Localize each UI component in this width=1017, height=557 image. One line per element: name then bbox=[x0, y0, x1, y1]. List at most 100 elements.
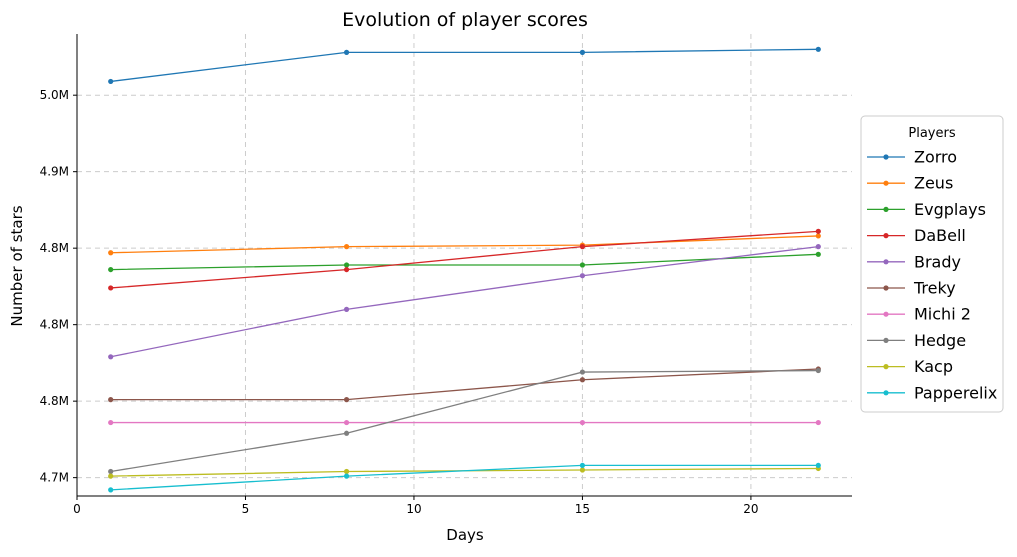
series-kacp bbox=[108, 465, 821, 479]
legend-marker bbox=[883, 390, 889, 396]
x-tick-label: 10 bbox=[406, 502, 421, 516]
x-tick-label: 20 bbox=[743, 502, 758, 516]
data-point bbox=[343, 266, 350, 273]
data-point bbox=[108, 354, 114, 360]
legend-marker bbox=[883, 180, 889, 186]
legend-marker bbox=[883, 364, 889, 370]
legend-label: Evgplays bbox=[914, 200, 986, 219]
x-tick-label: 0 bbox=[73, 502, 81, 516]
series-papperelix bbox=[108, 462, 821, 493]
data-point bbox=[579, 369, 586, 375]
series-line bbox=[110, 253, 819, 271]
series-evgplays bbox=[108, 251, 821, 273]
data-point bbox=[343, 468, 350, 475]
ticks: 0 5 10 15 20 4.7M 4.8M 4.8M 4.8M 4.9M 5.0M bbox=[40, 88, 759, 516]
y-tick-label: 4.8M bbox=[40, 394, 69, 408]
series-line bbox=[110, 464, 819, 491]
legend-marker bbox=[883, 337, 889, 343]
y-tick-label: 5.0M bbox=[40, 88, 69, 102]
y-tick-label: 4.8M bbox=[40, 318, 69, 332]
data-point bbox=[108, 487, 114, 493]
series-line bbox=[110, 48, 819, 83]
legend-marker bbox=[883, 311, 889, 317]
data-point bbox=[579, 49, 586, 55]
data-point bbox=[579, 462, 586, 469]
data-point bbox=[579, 419, 586, 426]
series-line bbox=[110, 369, 819, 473]
data-point bbox=[579, 377, 586, 383]
data-point bbox=[343, 49, 350, 55]
data-point bbox=[108, 250, 114, 256]
data-point bbox=[343, 262, 350, 268]
series-layer bbox=[108, 46, 821, 493]
data-point bbox=[108, 78, 114, 85]
series-michi-2 bbox=[108, 419, 821, 426]
data-point bbox=[815, 244, 821, 250]
y-tick-label: 4.8M bbox=[40, 241, 69, 255]
legend-item: Kacp bbox=[867, 357, 953, 376]
series-line bbox=[110, 467, 819, 477]
data-point bbox=[108, 419, 114, 426]
data-point bbox=[108, 266, 114, 273]
legend-item: Hedge bbox=[867, 331, 966, 350]
legend-item: Treky bbox=[867, 279, 956, 298]
x-tick-label: 5 bbox=[242, 502, 250, 516]
legend-label: DaBell bbox=[914, 226, 966, 245]
legend-item: Michi 2 bbox=[867, 305, 971, 324]
y-tick-label: 4.7M bbox=[40, 471, 69, 485]
data-point bbox=[579, 273, 586, 279]
legend-label: Zorro bbox=[914, 148, 957, 167]
legend-item: Papperelix bbox=[867, 383, 997, 402]
series-line bbox=[110, 245, 819, 358]
legend-label: Brady bbox=[914, 252, 961, 271]
axes bbox=[76, 34, 852, 497]
series-zorro bbox=[108, 46, 821, 85]
legend-marker bbox=[883, 285, 889, 291]
legend-label: Michi 2 bbox=[914, 305, 971, 324]
legend-label: Treky bbox=[913, 279, 956, 298]
y-axis-label: Number of stars bbox=[8, 205, 26, 326]
data-point bbox=[343, 397, 350, 403]
series-dabell bbox=[108, 228, 821, 291]
legend-label: Zeus bbox=[914, 174, 953, 193]
legend-item: DaBell bbox=[867, 226, 966, 245]
legend-marker bbox=[883, 154, 889, 160]
data-point bbox=[815, 228, 821, 234]
data-point bbox=[579, 262, 586, 268]
data-point bbox=[343, 419, 350, 426]
chart-title: Evolution of player scores bbox=[342, 9, 588, 31]
data-point bbox=[108, 473, 114, 479]
data-point bbox=[579, 244, 586, 250]
legend-marker bbox=[883, 259, 889, 265]
series-line bbox=[110, 368, 819, 401]
y-tick-label: 4.9M bbox=[40, 165, 69, 179]
data-point bbox=[343, 430, 350, 436]
legend-box bbox=[860, 115, 1004, 413]
legend-label: Hedge bbox=[914, 331, 966, 350]
data-point bbox=[815, 251, 821, 257]
legend-item: Zeus bbox=[867, 174, 953, 193]
series-line bbox=[110, 235, 819, 254]
data-point bbox=[815, 233, 821, 239]
legend-label: Papperelix bbox=[914, 383, 997, 402]
data-point bbox=[108, 468, 114, 475]
data-point bbox=[343, 473, 350, 479]
data-point bbox=[108, 285, 114, 291]
legend-marker bbox=[883, 233, 889, 239]
legend: Players Zorro Zeus Evgplays DaBell Brady Treky… bbox=[860, 115, 1004, 413]
series-line bbox=[110, 230, 819, 289]
data-point bbox=[815, 46, 821, 52]
data-point bbox=[343, 306, 350, 312]
data-point bbox=[815, 419, 821, 426]
data-point bbox=[108, 397, 114, 403]
series-brady bbox=[108, 244, 821, 360]
legend-title: Players bbox=[908, 126, 955, 141]
x-tick-label: 15 bbox=[575, 502, 590, 516]
grid bbox=[76, 34, 852, 496]
legend-label: Kacp bbox=[914, 357, 953, 376]
legend-marker bbox=[883, 206, 889, 212]
data-point bbox=[579, 467, 586, 473]
legend-item: Brady bbox=[867, 252, 961, 271]
